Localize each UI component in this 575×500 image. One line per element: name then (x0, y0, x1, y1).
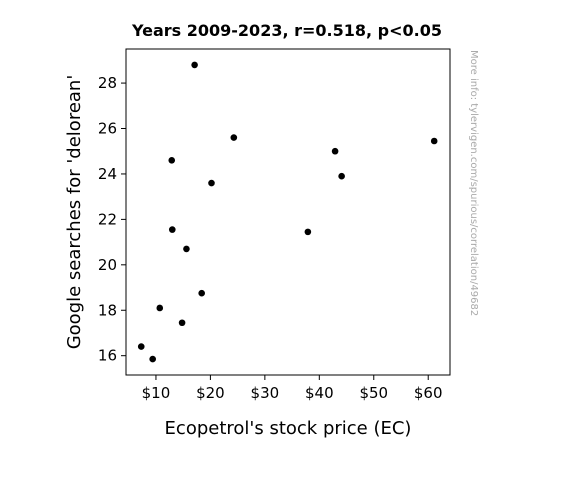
data-point (430, 137, 438, 145)
data-point (230, 134, 238, 141)
y-tick-label: 20 (98, 256, 117, 274)
y-tick-label: 26 (98, 120, 117, 138)
y-tick-label: 28 (98, 74, 117, 92)
x-tick-label: $10 (142, 384, 171, 402)
y-axis-label: Google searches for 'delorean' (64, 75, 85, 350)
x-tick-label: $20 (196, 384, 225, 402)
y-tick-label: 24 (98, 165, 117, 183)
data-point (208, 179, 215, 187)
data-point (168, 157, 176, 164)
data-point (304, 228, 312, 236)
x-tick-label: $50 (359, 384, 388, 402)
data-point (191, 61, 198, 69)
data-point (183, 245, 190, 253)
data-point (331, 147, 339, 155)
x-tick-label: $60 (414, 384, 443, 402)
data-point (198, 289, 205, 297)
y-axis-ticks: 16 18 20 22 24 26 28 (98, 74, 126, 365)
data-point (149, 355, 156, 363)
y-tick-label: 22 (98, 210, 117, 228)
data-point (178, 319, 186, 327)
x-tick-label: $30 (251, 384, 280, 402)
y-tick-label: 16 (98, 347, 117, 365)
data-points (137, 61, 438, 363)
x-tick-label: $40 (305, 384, 334, 402)
x-axis-ticks: $10 $20 $30 $40 $50 $60 (142, 375, 443, 402)
x-axis-label: Ecopetrol's stock price (EC) (165, 418, 412, 439)
plot-area (125, 48, 451, 376)
y-tick-label: 18 (98, 301, 117, 319)
data-point (338, 172, 345, 180)
data-point (168, 226, 176, 233)
data-point (156, 304, 164, 312)
chart-title: Years 2009-2023, r=0.518, p<0.05 (131, 21, 442, 40)
source-note: More info: tylervigen.com/spurious/corre… (468, 50, 479, 316)
data-point (137, 343, 145, 350)
